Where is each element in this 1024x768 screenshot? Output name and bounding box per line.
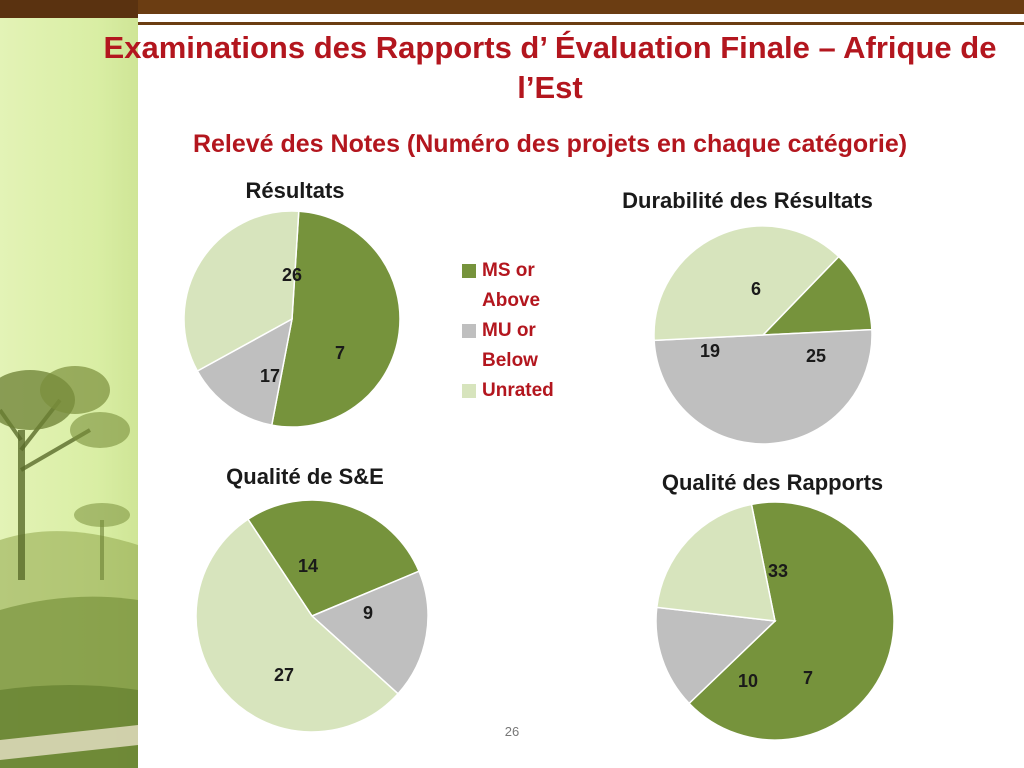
legend-swatch-green: [462, 264, 476, 278]
data-label: 10: [738, 671, 758, 691]
top-rule-line: [138, 22, 1024, 25]
pie-slice-unrated: [655, 503, 776, 622]
data-label: 33: [768, 561, 788, 581]
pie-slice-ms-or-above: [246, 499, 420, 617]
legend-swatch-light-green: [462, 384, 476, 398]
pie-chart-resultats: 26 7 17: [183, 210, 401, 428]
landscape-tree-icon: [0, 366, 138, 768]
legend-item-mu-or-below: MU or Below: [462, 316, 592, 376]
legend-label: MS or Above: [482, 260, 541, 311]
pie-slice-unrated: [195, 518, 400, 733]
pie-slice-unrated: [653, 225, 840, 342]
pie-chart-qualite-se: 14 9 27: [195, 499, 429, 733]
pie-chart-durabilite: 6 25 19: [653, 225, 873, 445]
top-brown-bar: [0, 0, 1024, 14]
chart-title-durabilite: Durabilité des Résultats: [622, 188, 873, 213]
legend: MS or Above MU or Below Unrated: [462, 256, 592, 406]
top-bar-block: [0, 0, 138, 18]
pie-slice-mu-or-below: [653, 328, 873, 445]
chart-title-resultats: Résultats: [245, 178, 345, 203]
pie-slice-mu-or-below: [655, 606, 777, 705]
decorative-side-panel: [0, 0, 138, 768]
pie-slice-ms-or-above: [270, 210, 401, 428]
data-label: 7: [803, 668, 813, 688]
pie-slice-unrated: [183, 210, 300, 373]
pie-slice-mu-or-below: [310, 570, 429, 695]
data-label: 9: [363, 603, 373, 623]
data-label: 7: [335, 343, 345, 363]
page-number: 26: [504, 724, 520, 739]
data-label: 14: [298, 556, 318, 576]
data-label: 17: [260, 366, 280, 386]
data-label: 27: [274, 665, 294, 685]
slide-subtitle: Relevé des Notes (Numéro des projets en …: [192, 130, 908, 158]
legend-label: MU or Below: [482, 320, 538, 371]
legend-label: Unrated: [482, 380, 554, 401]
pie-slice-ms-or-above: [761, 255, 873, 336]
chart-title-qualite-rapports: Qualité des Rapports: [661, 470, 884, 495]
pie-slice-ms-or-above: [688, 501, 895, 741]
data-label: 26: [282, 265, 302, 285]
pie-slice-mu-or-below: [196, 317, 294, 426]
data-label: 25: [806, 346, 826, 366]
data-label: 19: [700, 341, 720, 361]
chart-title-qualite-se: Qualité de S&E: [226, 464, 384, 489]
legend-item-unrated: Unrated: [462, 376, 592, 406]
legend-item-ms-or-above: MS or Above: [462, 256, 592, 316]
slide-title: Examinations des Rapports d’ Évaluation …: [103, 30, 997, 105]
data-label: 6: [751, 279, 761, 299]
legend-swatch-gray: [462, 324, 476, 338]
pie-chart-qualite-rapports: 33 7 10: [655, 501, 895, 741]
